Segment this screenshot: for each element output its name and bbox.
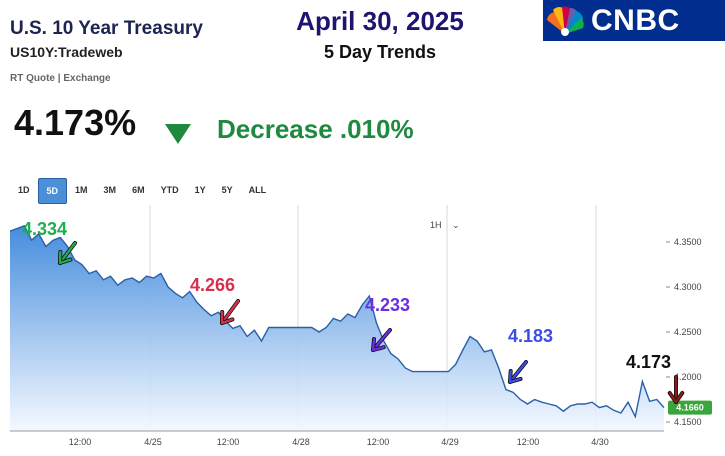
x-tick-label: 4/25	[144, 437, 162, 447]
x-tick-label: 4/29	[441, 437, 459, 447]
annotation-arrow-head	[220, 310, 234, 325]
tab-1d[interactable]: 1D	[18, 185, 30, 195]
y-tick-label: 4.2000	[674, 372, 702, 382]
annotation-label: 4.183	[508, 326, 553, 346]
x-tick-label: 12:00	[217, 437, 240, 447]
annotation-arrow-line	[220, 299, 240, 325]
tab-1y[interactable]: 1Y	[194, 185, 206, 195]
annotation-label: 4.233	[365, 295, 410, 315]
tab-6m[interactable]: 6M	[132, 185, 145, 195]
tab-all[interactable]: ALL	[248, 185, 267, 195]
tab-1m[interactable]: 1M	[75, 185, 88, 195]
instrument-title: U.S. 10 Year Treasury	[10, 18, 203, 39]
annotation-arrow-line	[58, 241, 77, 265]
annotation-arrow-line	[371, 328, 392, 352]
down-triangle-icon	[165, 124, 191, 144]
x-tick-label: 12:00	[517, 437, 540, 447]
tab-3m[interactable]: 3M	[103, 185, 117, 195]
cnbc-logo-text: CNBC	[591, 3, 680, 37]
cnbc-logo: CNBC	[543, 0, 725, 41]
headline-subtitle: 5 Day Trends	[323, 42, 437, 62]
range-tabs: 1D 5D 1M 3M 6M YTD 1Y 5Y ALL	[10, 178, 274, 204]
chart-svg: 12:00 4/25 12:00 4/28 12:00 4/29 12:00 4/30 4.35…	[9, 205, 712, 447]
tab-5d[interactable]: 5D	[37, 178, 68, 204]
annotation-label: 4.173	[626, 352, 671, 372]
chevron-down-icon: ⌄	[452, 220, 460, 230]
headline-date: April 30, 2025	[296, 6, 464, 36]
interval-label: 1H	[430, 220, 442, 230]
change-text: Decrease .010%	[217, 114, 414, 144]
y-tick-label: 4.3500	[674, 237, 702, 247]
current-yield: 4.173%	[14, 102, 137, 143]
peacock-icon	[547, 5, 584, 36]
y-tick-label: 4.3000	[674, 282, 702, 292]
x-tick-label: 12:00	[367, 437, 390, 447]
annotation-arrow-line	[508, 360, 528, 384]
annotation-arrow-head	[371, 337, 385, 352]
annotation-arrow-head	[58, 250, 72, 265]
quote-source: RT Quote | Exchange	[10, 73, 111, 84]
instrument-symbol: US10Y:Tradeweb	[10, 44, 123, 60]
annotation-label: 4.334	[22, 219, 67, 239]
y-tick-label: 4.1500	[674, 417, 702, 427]
x-tick-label: 4/30	[591, 437, 609, 447]
interval-selector[interactable]: 1H ⌄	[430, 220, 460, 231]
annotation-arrow-head	[508, 369, 522, 384]
y-tick-label: 4.2500	[674, 327, 702, 337]
current-value-label: 4.1660	[676, 403, 704, 413]
tab-ytd[interactable]: YTD	[160, 185, 179, 195]
x-tick-label: 12:00	[69, 437, 92, 447]
series-line	[9, 224, 665, 419]
yield-chart[interactable]: 12:00 4/25 12:00 4/28 12:00 4/29 12:00 4/30 4.35…	[0, 205, 725, 451]
annotation-label: 4.266	[190, 275, 235, 295]
current-value-badge	[668, 400, 712, 415]
annotation-arrow-head	[668, 391, 684, 404]
area-fill	[10, 225, 664, 431]
tab-5y[interactable]: 5Y	[221, 185, 233, 195]
x-tick-label: 4/28	[292, 437, 310, 447]
